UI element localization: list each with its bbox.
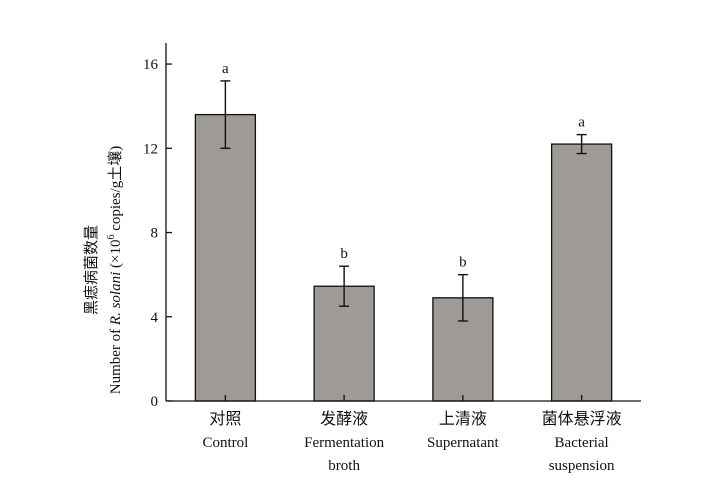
x-labels-group: 对照 Control 发酵液 Fermentation broth 上清液 Supernat… bbox=[202, 395, 622, 474]
x-label-zh: 菌体悬浮液 bbox=[542, 410, 622, 428]
y-axis-title-zh: 黑痣病菌数量 bbox=[83, 225, 100, 315]
y-axis-title: 黑痣病菌数量 Number of R. solani (×106 copies/… bbox=[83, 146, 124, 394]
y-tick-label: 8 bbox=[151, 226, 159, 242]
x-label-en: broth bbox=[328, 458, 360, 474]
x-label-en: Supernatant bbox=[427, 435, 499, 451]
x-label-en: Fermentation bbox=[304, 435, 384, 451]
error-bars-group bbox=[220, 80, 587, 322]
significance-letter: a bbox=[222, 61, 229, 77]
y-ticks-group: 0 4 8 12 16 bbox=[143, 57, 172, 410]
y-tick-label: 16 bbox=[143, 57, 159, 73]
axes-group bbox=[165, 43, 641, 402]
x-label-zh: 上清液 bbox=[439, 410, 487, 428]
bar bbox=[194, 113, 257, 402]
significance-letter: a bbox=[578, 115, 585, 131]
x-label-zh: 发酵液 bbox=[320, 410, 368, 428]
y-tick-label: 4 bbox=[151, 310, 159, 326]
x-label-en: suspension bbox=[549, 458, 615, 474]
significance-labels-group: a b b a bbox=[222, 61, 585, 271]
y-tick-label: 0 bbox=[151, 394, 159, 410]
significance-letter: b bbox=[459, 255, 467, 271]
significance-letter: b bbox=[340, 246, 348, 262]
x-label-en: Bacterial bbox=[555, 435, 609, 451]
y-tick-label: 12 bbox=[143, 141, 158, 157]
x-label-en: Control bbox=[202, 435, 248, 451]
bar bbox=[550, 143, 613, 402]
bars-group bbox=[194, 113, 613, 402]
y-axis-title-en: Number of R. solani (×106 copies/g土壤) bbox=[106, 146, 124, 394]
x-label-zh: 对照 bbox=[209, 410, 241, 428]
